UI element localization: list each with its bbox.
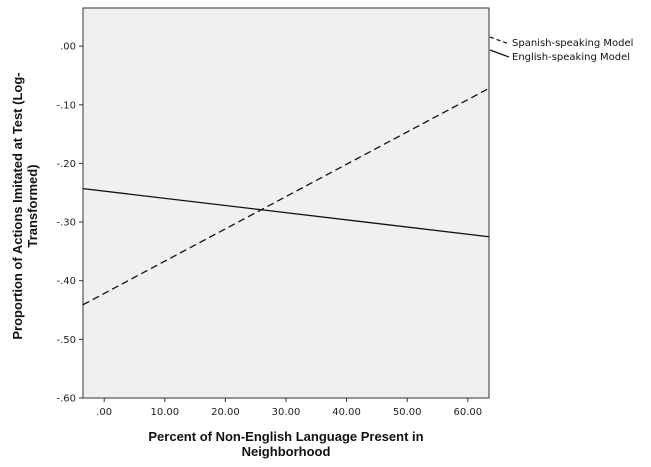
x-tick-label: 30.00 xyxy=(272,407,301,418)
plot-area xyxy=(82,7,490,399)
y-tick-label: .00 xyxy=(60,42,76,53)
y-tick-label: -.20 xyxy=(56,159,76,170)
legend-swatch-spanish xyxy=(489,36,510,45)
x-axis-title-line-2: Neighborhood xyxy=(242,444,331,459)
series-line-english-speaking xyxy=(82,187,490,238)
x-tick-label: .00 xyxy=(96,407,112,418)
x-axis-title-line-1: Percent of Non-English Language Present … xyxy=(148,429,423,444)
legend: Spanish-speaking Model English-speaking … xyxy=(489,36,633,63)
y-tick-label: -.60 xyxy=(56,394,76,405)
x-tick-label: 60.00 xyxy=(453,407,482,418)
y-tick-label: -.10 xyxy=(56,100,76,111)
legend-label-spanish: Spanish-speaking Model xyxy=(512,38,633,49)
legend-label-english: English-speaking Model xyxy=(512,52,630,63)
x-tick-label: 50.00 xyxy=(393,407,422,418)
x-tick-label: 20.00 xyxy=(211,407,240,418)
y-axis-title-line-1: Proportion of Actions Imitated at Test (… xyxy=(10,72,25,339)
x-tick-label: 40.00 xyxy=(332,407,361,418)
y-tick-label: -.50 xyxy=(56,335,76,346)
x-tick-label: 10.00 xyxy=(150,407,179,418)
legend-swatch-english xyxy=(489,49,510,58)
y-axis-ticks: .00 -.10 -.20 -.30 -.40 -.50 -.60 xyxy=(56,42,83,405)
y-tick-label: -.30 xyxy=(56,218,76,229)
series-lines xyxy=(82,87,490,306)
x-axis-ticks: .00 10.00 20.00 30.00 40.00 50.00 60.00 xyxy=(96,398,482,418)
y-axis-title-line-2: Transformed) xyxy=(25,164,40,247)
y-tick-label: -.40 xyxy=(56,276,76,287)
